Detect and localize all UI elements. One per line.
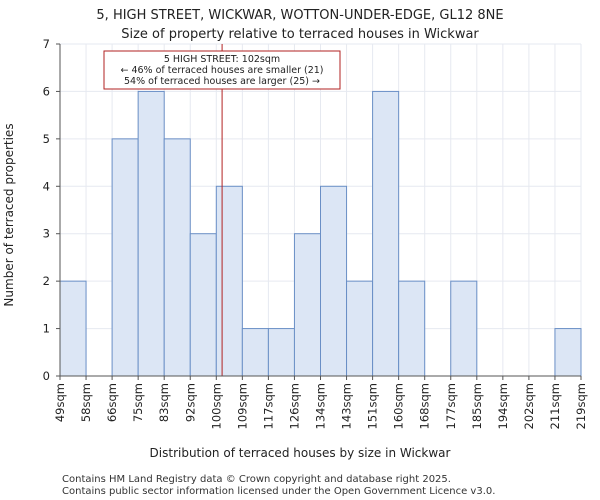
x-tick-label: 185sqm xyxy=(470,383,484,429)
y-tick-label: 6 xyxy=(43,84,50,98)
bar xyxy=(554,328,582,377)
y-tick-label: 3 xyxy=(43,227,50,241)
x-tick-label: 211sqm xyxy=(548,383,562,429)
y-tick-label: 0 xyxy=(43,369,50,383)
x-tick-label: 117sqm xyxy=(261,383,275,429)
annotation-frame xyxy=(103,50,341,90)
x-axis-label: Distribution of terraced houses by size … xyxy=(150,446,451,460)
annotation-box: 5 HIGH STREET: 102sqm ← 46% of terraced … xyxy=(103,50,341,90)
y-tick-labels: 0 1 2 3 4 5 6 7 xyxy=(43,37,50,383)
bar xyxy=(372,90,400,377)
x-tick-label: 66sqm xyxy=(105,383,119,422)
x-tick-label: 194sqm xyxy=(496,383,510,429)
y-tick-label: 5 xyxy=(43,132,50,146)
chart-subtitle: Size of property relative to terraced ho… xyxy=(121,27,479,42)
bars xyxy=(59,90,582,377)
x-tick-label: 177sqm xyxy=(444,383,458,429)
bar xyxy=(293,233,322,377)
bar xyxy=(215,185,243,377)
x-tick-label: 168sqm xyxy=(418,383,432,429)
bar xyxy=(59,280,87,377)
x-tick-label: 143sqm xyxy=(340,383,354,429)
bar xyxy=(320,185,348,377)
footer-line-1: Contains HM Land Registry data © Crown c… xyxy=(62,474,451,485)
bar xyxy=(398,280,426,377)
x-tick-label: 219sqm xyxy=(574,383,588,429)
y-tick-label: 4 xyxy=(43,179,50,193)
bar xyxy=(137,90,165,377)
x-tick-label: 126sqm xyxy=(287,383,301,429)
y-axis-label: Number of terraced properties xyxy=(2,123,16,306)
annotation-line-3: 54% of terraced houses are larger (25) → xyxy=(124,76,320,87)
axes xyxy=(56,43,582,380)
x-tick-label: 58sqm xyxy=(79,383,93,422)
annotation-line-2: ← 46% of terraced houses are smaller (21… xyxy=(120,65,323,76)
bar xyxy=(267,328,295,377)
x-tick-label: 75sqm xyxy=(131,383,145,422)
x-tick-label: 49sqm xyxy=(53,383,67,422)
footer-line-2: Contains public sector information licen… xyxy=(62,486,495,497)
bar xyxy=(346,280,374,377)
x-tick-label: 134sqm xyxy=(314,383,328,429)
chart-title: 5, HIGH STREET, WICKWAR, WOTTON-UNDER-ED… xyxy=(96,8,503,23)
annotation-line-1: 5 HIGH STREET: 102sqm xyxy=(164,54,280,65)
bar xyxy=(163,138,191,377)
y-tick-label: 2 xyxy=(43,274,50,288)
x-tick-label: 160sqm xyxy=(392,383,406,429)
bar xyxy=(189,233,217,377)
x-tick-label: 202sqm xyxy=(522,383,536,429)
x-tick-label: 92sqm xyxy=(183,383,197,422)
bar xyxy=(241,328,269,377)
x-tick-label: 151sqm xyxy=(366,383,380,429)
x-tick-labels: 49sqm 58sqm 66sqm 75sqm 83sqm 92sqm 100sqm 109s… xyxy=(53,383,588,429)
bar xyxy=(450,280,478,377)
y-tick-label: 7 xyxy=(43,37,50,51)
x-tick-label: 109sqm xyxy=(235,383,249,429)
bar xyxy=(111,138,139,377)
y-tick-label: 1 xyxy=(43,322,50,336)
x-tick-label: 100sqm xyxy=(209,383,223,429)
x-tick-label: 83sqm xyxy=(157,383,171,422)
